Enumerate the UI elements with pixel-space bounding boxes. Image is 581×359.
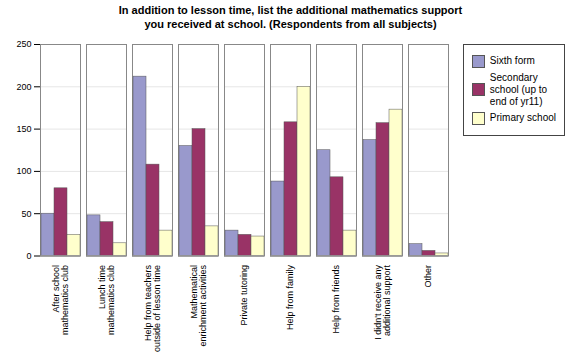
svg-text:100: 100 bbox=[16, 166, 31, 176]
svg-text:I didn't receive anyadditional: I didn't receive anyadditional support bbox=[373, 264, 392, 339]
svg-text:Help from family: Help from family bbox=[285, 264, 295, 330]
svg-text:50: 50 bbox=[21, 208, 31, 218]
svg-text:Mathematicalenrichment activit: Mathematicalenrichment activities bbox=[189, 264, 208, 346]
html-text:Sixth form: Sixth form bbox=[489, 55, 535, 66]
html-text:In addition to lesson time, li: In addition to lesson time, list the add… bbox=[118, 4, 463, 30]
svg-text:Other: Other bbox=[423, 265, 433, 288]
svg-text:Help from teachersoutside of l: Help from teachersoutside of lesson time bbox=[143, 264, 162, 352]
svg-text:Lunch timemathematics club: Lunch timemathematics club bbox=[97, 265, 116, 335]
svg-text:0: 0 bbox=[26, 250, 31, 260]
svg-text:250: 250 bbox=[16, 39, 31, 49]
svg-text:200: 200 bbox=[16, 81, 31, 91]
svg-text:Help from friends: Help from friends bbox=[331, 264, 341, 333]
svg-text:150: 150 bbox=[16, 123, 31, 133]
svg-text:Private tutoring: Private tutoring bbox=[239, 265, 249, 326]
svg-text:After schoolmathematics club: After schoolmathematics club bbox=[51, 265, 70, 335]
html-text:Primary school: Primary school bbox=[489, 112, 556, 123]
html-text:Secondary school (up to end of: Secondary school (up to end of yr11) bbox=[489, 71, 548, 107]
